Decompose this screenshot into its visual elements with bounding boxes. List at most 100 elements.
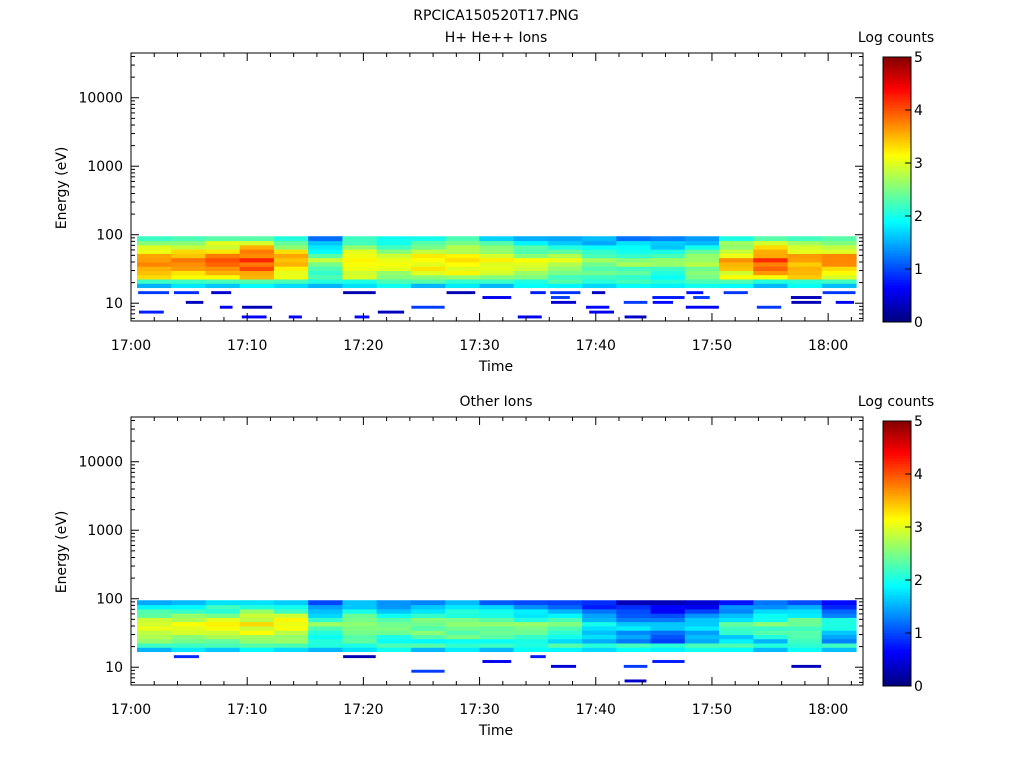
y-axis-label: Energy (eV) bbox=[54, 511, 70, 594]
sparse-count-cell bbox=[138, 291, 169, 295]
colorbar-segment bbox=[883, 91, 911, 95]
y-tick-label: 10000 bbox=[78, 455, 123, 471]
colorbar-segment bbox=[883, 439, 911, 443]
spectrogram-cell bbox=[137, 617, 172, 623]
colorbar-segment bbox=[883, 261, 911, 265]
spectrogram-cell bbox=[753, 257, 789, 263]
spectrogram-cell bbox=[821, 240, 857, 246]
spectrogram-cell bbox=[137, 240, 172, 246]
spectrogram-cell bbox=[582, 625, 617, 631]
spectrogram-cell bbox=[684, 274, 720, 280]
spectrogram-cell bbox=[273, 634, 309, 640]
colorbar-segment bbox=[883, 147, 911, 151]
colorbar-segment bbox=[883, 120, 911, 124]
spectrogram-cell bbox=[547, 638, 583, 644]
spectrogram-cell bbox=[171, 236, 207, 242]
colorbar-tick-label: 1 bbox=[914, 262, 923, 278]
spectrogram-cell bbox=[650, 274, 686, 280]
spectrogram-cell bbox=[753, 253, 789, 259]
spectrogram-cell bbox=[787, 244, 823, 250]
spectrogram-cell bbox=[137, 261, 172, 267]
spectrogram-cell bbox=[684, 257, 720, 263]
spectrogram-cell bbox=[719, 638, 754, 644]
spectrogram-cell bbox=[753, 621, 789, 627]
spectrogram-cell bbox=[171, 278, 207, 284]
sparse-count-cell bbox=[652, 296, 685, 299]
spectrogram-cell bbox=[239, 261, 275, 267]
colorbar-segment bbox=[883, 428, 911, 433]
spectrogram-cell bbox=[308, 236, 344, 242]
sparse-count-cell bbox=[791, 300, 822, 304]
spectrogram-cell bbox=[547, 257, 583, 263]
spectrogram-cell bbox=[342, 613, 378, 618]
colorbar-segment bbox=[883, 189, 911, 193]
spectrogram-cell bbox=[513, 249, 549, 254]
spectrogram-cell bbox=[787, 270, 823, 276]
spectrogram-cell bbox=[308, 638, 344, 644]
spectrogram-cell bbox=[719, 274, 754, 280]
sparse-count-cell bbox=[446, 291, 476, 295]
colorbar-segment bbox=[883, 226, 911, 230]
colorbar-segment bbox=[883, 234, 911, 238]
spectrogram-cell bbox=[650, 600, 686, 606]
colorbar-segment bbox=[883, 115, 911, 119]
colorbar-tick-label: 4 bbox=[914, 467, 923, 483]
colorbar-segment bbox=[883, 585, 911, 589]
colorbar-segment bbox=[883, 308, 911, 312]
spectrogram-cell bbox=[445, 647, 480, 653]
spectrogram-cell bbox=[787, 249, 823, 254]
spectrogram-cell bbox=[719, 244, 754, 250]
colorbar-segment bbox=[883, 511, 911, 515]
spectrogram-cell bbox=[137, 283, 172, 289]
spectrogram-cell bbox=[616, 634, 652, 640]
spectrogram-cell bbox=[753, 283, 789, 289]
colorbar-segment bbox=[883, 519, 911, 523]
spectrogram-cell bbox=[273, 600, 309, 606]
colorbar-segment bbox=[883, 279, 911, 283]
x-tick-label: 17:40 bbox=[576, 702, 616, 718]
spectrogram-cell bbox=[513, 630, 549, 635]
spectrogram-cell bbox=[821, 604, 857, 610]
spectrogram-cell bbox=[547, 249, 583, 254]
colorbar-segment bbox=[883, 128, 911, 132]
spectrogram-cell bbox=[205, 266, 241, 271]
spectrogram-cell bbox=[616, 261, 652, 267]
spectrogram-cell bbox=[205, 630, 241, 635]
spectrogram-cell bbox=[513, 270, 549, 276]
colorbar-segment bbox=[883, 662, 911, 666]
colorbar-segment bbox=[883, 484, 911, 488]
spectrogram-cell bbox=[376, 600, 412, 606]
colorbar-segment bbox=[883, 423, 911, 427]
colorbar-segment bbox=[883, 603, 911, 607]
sparse-count-cell bbox=[211, 291, 232, 295]
spectrogram-cell bbox=[719, 270, 754, 276]
spectrogram-cell bbox=[513, 617, 549, 623]
colorbar-segment bbox=[883, 269, 911, 273]
spectrogram-cell bbox=[342, 604, 378, 610]
spectrogram-cell bbox=[616, 257, 652, 263]
spectrogram-cell bbox=[171, 625, 207, 631]
colorbar-segment bbox=[883, 452, 911, 456]
spectrogram-cell bbox=[650, 630, 686, 635]
colorbar-segment bbox=[883, 194, 911, 198]
spectrogram-cell bbox=[445, 244, 480, 250]
colorbar-segment bbox=[883, 266, 911, 270]
spectrogram-cell bbox=[137, 608, 172, 614]
spectrogram-cell bbox=[547, 261, 583, 267]
spectrogram-cell bbox=[239, 621, 275, 627]
colorbar-segment bbox=[883, 524, 911, 528]
colorbar-segment bbox=[883, 444, 911, 448]
colorbar-segment bbox=[883, 176, 911, 180]
spectrogram-cell bbox=[479, 278, 515, 284]
colorbar-segment bbox=[883, 155, 911, 159]
spectrogram-cell bbox=[753, 261, 789, 267]
colorbar-segment bbox=[883, 638, 911, 642]
spectrogram-cell bbox=[445, 634, 480, 640]
spectrogram-cell bbox=[582, 240, 617, 246]
colorbar-segment bbox=[883, 229, 911, 233]
spectrogram-cell bbox=[137, 278, 172, 284]
colorbar-segment bbox=[883, 545, 911, 549]
spectrogram-cell bbox=[410, 634, 446, 640]
colorbar-segment bbox=[883, 306, 911, 310]
